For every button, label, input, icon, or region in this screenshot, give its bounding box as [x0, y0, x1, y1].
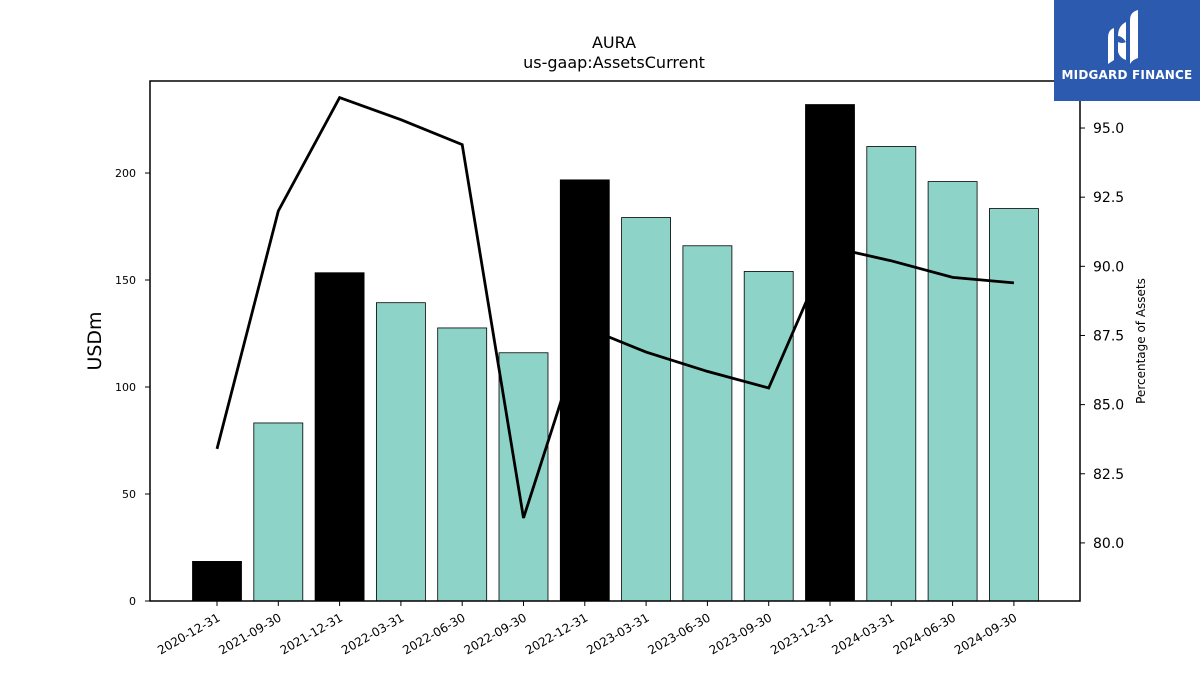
y2-tick-label: 87.5 — [1093, 328, 1124, 344]
plot-frame — [149, 80, 1081, 602]
x-tick-label: 2024-03-31 — [829, 610, 896, 657]
y2-tick-label: 82.5 — [1093, 467, 1124, 483]
x-tick-label: 2024-06-30 — [891, 610, 958, 657]
x-tick-label: 2022-09-30 — [462, 610, 529, 657]
bar-2023-12-31 — [805, 104, 855, 602]
chart-title: AURA — [592, 33, 636, 52]
x-tick-label: 2020-12-31 — [155, 610, 222, 657]
y2-axis-label: Percentage of Assets — [1134, 278, 1148, 404]
bar-2022-03-31 — [375, 302, 426, 602]
y-tick-label: 0 — [129, 595, 136, 608]
bar-2023-09-30 — [743, 271, 794, 602]
bar-2021-09-30 — [253, 422, 304, 602]
bar-2024-09-30 — [989, 208, 1039, 602]
percentage-line — [215, 95, 1015, 519]
y2-tick-label: 95.0 — [1093, 121, 1124, 137]
x-tick-label: 2024-09-30 — [952, 610, 1019, 657]
line-group — [215, 95, 1015, 519]
x-tick-label: 2021-12-31 — [278, 610, 345, 657]
logo-mark-icon — [1108, 10, 1138, 64]
y-tick-label: 100 — [115, 381, 136, 394]
y2-tick-label: 92.5 — [1093, 190, 1124, 206]
bar-2024-03-31 — [866, 146, 917, 602]
x-tick-label: 2023-06-30 — [645, 610, 712, 657]
bar-2020-12-31 — [192, 561, 242, 602]
y2-tick-label: 90.0 — [1093, 259, 1124, 275]
x-tick-label: 2022-03-31 — [339, 610, 406, 657]
x-tick-label: 2021-09-30 — [216, 610, 283, 657]
x-tick-label: 2022-12-31 — [523, 610, 590, 657]
y2-tick-label: 80.0 — [1093, 536, 1124, 552]
bar-2023-03-31 — [621, 217, 671, 602]
bar-2022-12-31 — [559, 179, 610, 602]
x-tick-label: 2023-09-30 — [707, 610, 774, 657]
bars-group — [192, 104, 1039, 602]
y-tick-label: 200 — [115, 167, 136, 180]
logo-text: MIDGARD FINANCE — [1061, 68, 1193, 82]
bar-2024-06-30 — [927, 181, 978, 602]
y-axis-label: USDm — [84, 311, 106, 370]
brand-logo: MIDGARD FINANCE — [1054, 0, 1200, 101]
x-tick-label: 2022-06-30 — [400, 610, 467, 657]
bar-2023-06-30 — [682, 245, 733, 602]
chart-subtitle: us-gaap:AssetsCurrent — [523, 53, 705, 72]
bar-2022-09-30 — [498, 352, 549, 602]
bar-2021-12-31 — [314, 272, 365, 602]
y2-tick-label: 85.0 — [1093, 398, 1124, 414]
x-tick-label: 2023-12-31 — [768, 610, 835, 657]
bar-2022-06-30 — [437, 327, 488, 602]
y-tick-label: 50 — [122, 488, 136, 501]
x-tick-label: 2023-03-31 — [584, 610, 651, 657]
y-tick-label: 150 — [115, 274, 136, 287]
